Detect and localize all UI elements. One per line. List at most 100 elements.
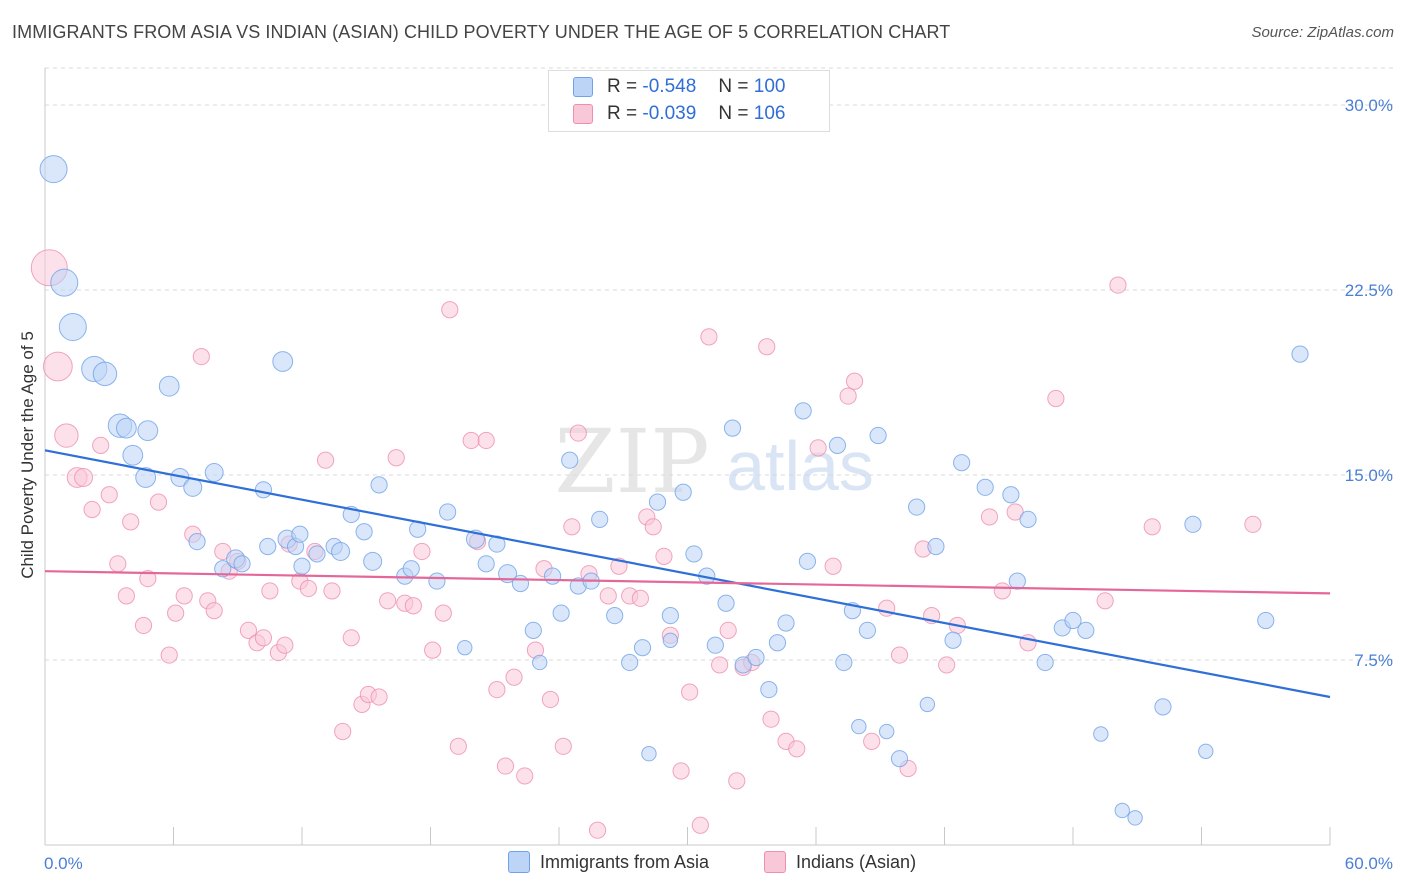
source-label: Source: ZipAtlas.com <box>1251 24 1394 41</box>
x-tick-label: 0.0% <box>44 854 83 873</box>
asia-point <box>363 551 383 571</box>
asia-point <box>777 614 795 632</box>
y-tick-label: 15.0% <box>1345 466 1393 485</box>
asia-point <box>1093 726 1109 742</box>
indians-point <box>728 772 746 790</box>
asia-point <box>543 567 562 585</box>
asia-point <box>621 653 639 672</box>
indians-point <box>758 338 776 356</box>
asia-point <box>122 444 144 466</box>
asia-point <box>524 621 542 640</box>
asia-point <box>1184 515 1202 533</box>
asia-point <box>204 463 224 483</box>
legend-swatch-indians <box>573 104 593 124</box>
y-tick-label: 30.0% <box>1345 96 1393 115</box>
indians-point <box>569 424 587 442</box>
asia-point <box>685 545 703 563</box>
indians-point <box>413 542 431 561</box>
x-tick-label: 60.0% <box>1345 854 1393 873</box>
bottom-legend-label-asia: Immigrants from Asia <box>540 851 710 872</box>
asia-point <box>953 454 971 472</box>
asia-point <box>747 648 765 667</box>
indians-trend-line <box>44 570 1331 595</box>
indians-point <box>691 816 709 834</box>
asia-point <box>457 639 473 656</box>
asia-point <box>259 537 277 556</box>
data-points <box>30 155 1309 839</box>
asia-point <box>233 555 251 573</box>
indians-point <box>588 821 607 839</box>
indians-point <box>672 762 690 780</box>
asia-point <box>908 498 926 516</box>
legend-r-value: -0.039 <box>642 103 697 124</box>
indians-point <box>254 629 273 647</box>
indians-point <box>824 557 842 575</box>
indians-point <box>100 486 118 504</box>
asia-point <box>1198 743 1214 759</box>
asia-point <box>927 537 945 556</box>
indians-point <box>839 387 857 405</box>
asia-point <box>439 503 457 521</box>
indians-point <box>109 555 127 573</box>
legend: R = -0.548 N = 100 R = -0.039 N = 106 <box>548 70 830 132</box>
asia-point <box>591 510 609 529</box>
asia-point <box>254 481 273 499</box>
legend-row-indians: R = -0.039 N = 106 <box>573 103 785 125</box>
indians-point <box>1109 276 1127 294</box>
indians-point <box>563 518 581 536</box>
asia-point <box>1036 653 1054 672</box>
asia-point <box>851 718 867 735</box>
asia-point <box>606 607 624 625</box>
asia-point <box>137 420 159 442</box>
indians-point <box>276 636 294 654</box>
indians-point <box>711 656 729 674</box>
indians-point <box>541 690 560 709</box>
indians-point <box>316 451 335 469</box>
indians-point <box>980 508 999 526</box>
indians-point <box>449 737 467 755</box>
grid-lines <box>45 67 1395 661</box>
asia-point <box>798 552 817 570</box>
indians-point <box>938 656 956 674</box>
asia-point <box>760 681 778 699</box>
asia-point <box>717 594 735 612</box>
indians-point <box>160 646 178 664</box>
asia-point <box>135 467 157 488</box>
indians-point <box>890 646 909 664</box>
asia-point <box>291 525 309 543</box>
asia-point <box>214 560 232 578</box>
asia-point <box>115 417 137 439</box>
indians-point <box>134 616 153 635</box>
asia-point <box>92 361 118 387</box>
asia-point <box>976 478 994 496</box>
indians-point <box>139 570 157 588</box>
indians-point <box>175 587 193 605</box>
legend-r-value: -0.548 <box>642 76 697 97</box>
indians-point <box>370 688 388 706</box>
indians-point <box>54 423 79 448</box>
indians-point <box>424 641 442 659</box>
indians-point <box>1047 389 1065 408</box>
legend-n-label: N = <box>718 103 749 124</box>
chart-title: IMMIGRANTS FROM ASIA VS INDIAN (ASIAN) C… <box>12 22 951 42</box>
asia-point <box>1257 611 1275 630</box>
asia-point <box>919 696 936 713</box>
indians-point <box>1244 515 1262 533</box>
asia-point <box>308 545 326 563</box>
indians-point <box>323 582 341 600</box>
indians-point <box>205 602 223 620</box>
asia-point <box>662 632 679 648</box>
asia-point <box>1077 621 1095 640</box>
asia-point <box>50 268 79 297</box>
indians-point <box>505 668 523 686</box>
indians-point <box>845 372 864 390</box>
indians-point <box>239 621 258 640</box>
trend-lines <box>44 449 1331 699</box>
asia-point <box>828 436 847 454</box>
asia-point <box>58 313 87 341</box>
legend-r-label: R = <box>607 103 638 124</box>
indians-point <box>441 301 459 319</box>
legend-n-value: 100 <box>753 76 786 97</box>
indians-point <box>488 681 506 699</box>
